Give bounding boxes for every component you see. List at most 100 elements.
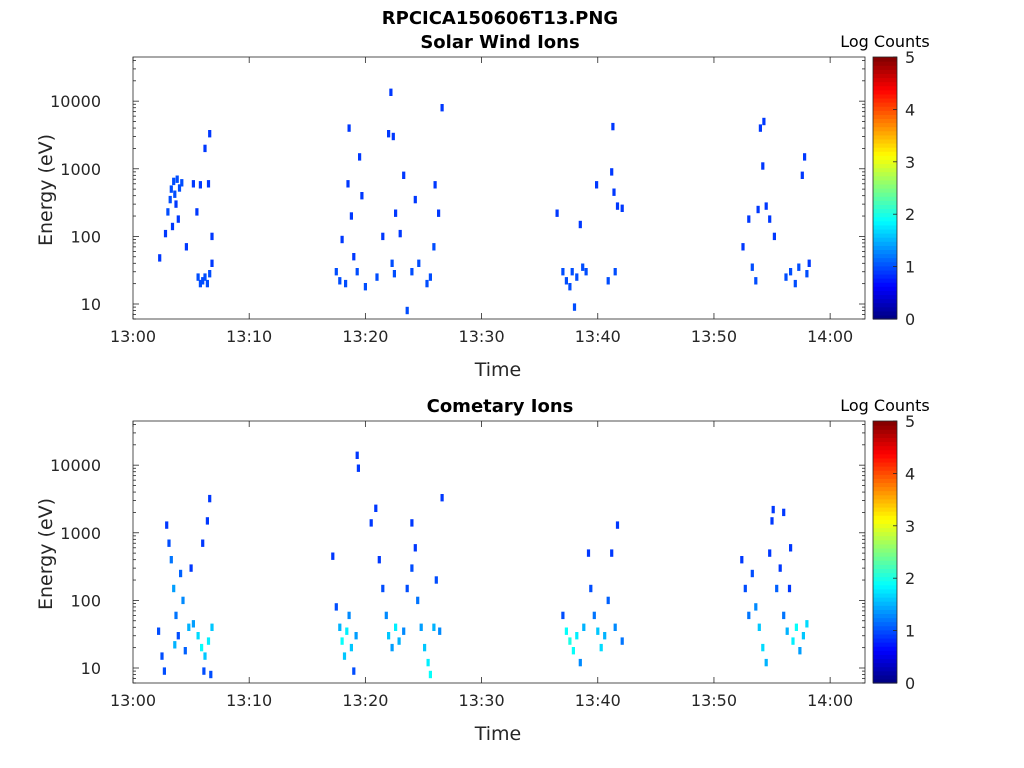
- heatmap-cell: [363, 283, 367, 291]
- heatmap-cell: [743, 584, 747, 593]
- heatmap-cell: [390, 643, 394, 652]
- heatmap-cell: [575, 632, 579, 640]
- colorbar-segment: [873, 273, 897, 279]
- heatmap-cell: [206, 637, 211, 645]
- heatmap-cell: [356, 464, 360, 472]
- x-tick-label: 13:30: [459, 691, 505, 710]
- heatmap-cell: [784, 273, 788, 281]
- heatmap-cell: [394, 209, 398, 217]
- x-tick-label: 14:00: [807, 327, 853, 346]
- heatmap-cell: [432, 623, 436, 631]
- colorbar-segment: [873, 265, 897, 271]
- heatmap-cell: [402, 171, 406, 179]
- x-axis-label: Time: [474, 359, 522, 381]
- colorbar-frame: [872, 420, 898, 684]
- y-tick-label: 10000: [50, 456, 101, 475]
- heatmap-cell: [189, 564, 193, 572]
- plot-area: [133, 421, 865, 683]
- colorbar-segment: [873, 77, 897, 83]
- colorbar-segment: [873, 433, 897, 438]
- colorbar-tick-label: 0: [905, 674, 915, 693]
- heatmap-cell: [747, 611, 751, 620]
- heatmap-cell: [615, 202, 620, 210]
- colorbar-tick-label: 2: [905, 205, 915, 224]
- heatmap-cell: [175, 175, 179, 183]
- heatmap-cell: [334, 268, 338, 276]
- heatmap-cell: [570, 268, 574, 276]
- heatmap-cell: [196, 632, 200, 640]
- colorbar-tick-label: 5: [905, 412, 915, 431]
- colorbar-segment: [873, 642, 897, 647]
- colorbar-segment: [873, 97, 897, 103]
- heatmap-cell: [191, 620, 195, 628]
- colorbar-segment: [873, 572, 897, 578]
- heatmap-cell: [390, 259, 394, 267]
- colorbar-segment: [873, 286, 897, 291]
- colorbar-segment: [873, 81, 897, 87]
- heatmap-cell: [611, 122, 615, 131]
- heatmap-cell: [578, 658, 582, 667]
- heatmap-cell: [166, 208, 170, 216]
- x-tick-label: 13:10: [226, 691, 272, 710]
- colorbar-segment: [873, 224, 897, 230]
- colorbar-segment: [873, 629, 897, 635]
- colorbar-segment: [873, 93, 897, 99]
- x-axis-label: Time: [474, 723, 522, 745]
- colorbar-segment: [873, 200, 897, 205]
- colorbar-segment: [873, 658, 897, 664]
- heatmap-cell: [758, 124, 762, 132]
- colorbar-segment: [873, 261, 897, 267]
- colorbar-segment: [873, 118, 897, 124]
- colorbar-segment: [873, 490, 897, 496]
- heatmap-cell: [561, 611, 565, 620]
- heatmap-cell: [589, 584, 593, 593]
- colorbar-segment: [873, 662, 897, 668]
- colorbar-segment: [873, 543, 897, 549]
- heatmap-cell: [417, 259, 421, 267]
- heatmap-cell: [564, 627, 568, 635]
- heatmap-cell: [740, 556, 744, 564]
- heatmap-cells: [157, 451, 809, 679]
- heatmap-cell: [610, 168, 614, 176]
- colorbar-segment: [873, 547, 897, 553]
- panel-title: Cometary Ions: [427, 396, 574, 417]
- colorbar-segment: [873, 470, 897, 475]
- colorbar-segment: [873, 666, 897, 672]
- heatmap-cell: [782, 508, 786, 517]
- heatmap-cell: [398, 229, 402, 238]
- heatmap-cell: [778, 564, 782, 572]
- colorbar-tick-label: 2: [905, 569, 915, 588]
- colorbar-segment: [873, 609, 897, 614]
- colorbar: 0 1 2 3 4 5: [872, 412, 915, 693]
- heatmap-cell: [203, 652, 207, 660]
- heatmap-cell: [355, 268, 359, 276]
- heatmap-cell: [413, 195, 417, 204]
- heatmap-cell: [555, 209, 559, 217]
- colorbar-segment: [873, 110, 897, 115]
- heatmap-cell: [397, 637, 401, 645]
- colorbar-segment: [873, 106, 897, 111]
- heatmap-cell: [440, 104, 444, 112]
- x-tick-label: 13:00: [110, 327, 156, 346]
- colorbar-segment: [873, 298, 897, 304]
- cometary-panel: Cometary Ions Log Counts Time Energy (eV…: [35, 396, 930, 745]
- colorbar-segment: [873, 461, 897, 467]
- heatmap-cell: [793, 279, 797, 288]
- heatmap-cell: [596, 627, 600, 635]
- colorbar-segment: [873, 560, 897, 565]
- heatmap-cell: [203, 273, 207, 281]
- heatmap-cell: [741, 243, 745, 251]
- solar-wind-panel: Solar Wind Ions Log Counts Time Energy (…: [35, 32, 930, 381]
- heatmap-cell: [434, 576, 438, 584]
- heatmap-cell: [440, 494, 444, 502]
- colorbar-segment: [873, 674, 897, 680]
- heatmap-cells: [158, 88, 811, 315]
- colorbar-segment: [873, 637, 897, 643]
- heatmap-cell: [202, 667, 206, 675]
- colorbar-segment: [873, 556, 897, 561]
- colorbar-segment: [873, 114, 897, 119]
- heatmap-cell: [613, 623, 617, 631]
- heatmap-cell: [177, 184, 182, 192]
- heatmap-cell: [584, 268, 588, 276]
- heatmap-cell: [334, 603, 338, 611]
